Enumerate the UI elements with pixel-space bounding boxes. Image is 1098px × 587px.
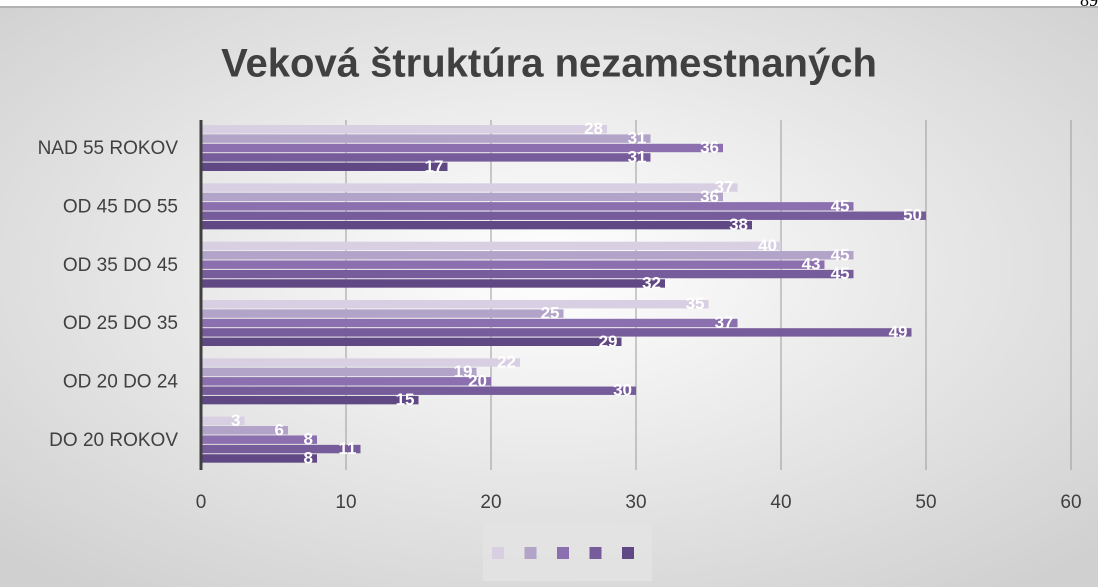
y-tick-label: OD 20 DO 24 (63, 372, 179, 393)
chart-title: Veková štruktúra nezamestnaných (221, 42, 877, 86)
bar (201, 269, 854, 279)
bar (201, 358, 520, 367)
value-label: 19 (454, 362, 473, 381)
bar (201, 192, 723, 202)
value-label: 37 (715, 313, 734, 332)
value-label: 17 (425, 157, 444, 176)
value-label: 31 (628, 129, 647, 148)
bar (201, 300, 709, 309)
value-label: 50 (903, 206, 922, 225)
value-label: 45 (831, 264, 850, 283)
bar (201, 454, 317, 463)
value-label: 20 (468, 371, 487, 390)
value-label: 45 (831, 196, 850, 215)
value-label: 6 (275, 420, 284, 439)
bar (201, 125, 607, 134)
bar (201, 386, 636, 395)
x-tick-label: 10 (335, 492, 356, 513)
x-tick-label: 0 (196, 492, 207, 513)
bar (201, 220, 752, 230)
legend-swatch (622, 547, 634, 559)
value-label: 43 (802, 255, 821, 274)
value-label: 36 (700, 138, 719, 157)
x-tick-label: 60 (1060, 492, 1081, 513)
bar (201, 377, 491, 386)
bar (201, 211, 926, 220)
bar (201, 183, 738, 192)
legend-swatch (524, 547, 537, 559)
value-label: 38 (729, 215, 748, 234)
y-tick-label: OD 35 DO 45 (63, 255, 178, 276)
bar (201, 279, 665, 288)
bar (201, 134, 651, 143)
bar (201, 426, 288, 435)
bar (201, 309, 564, 318)
x-tick-label: 40 (770, 492, 791, 513)
y-tick-label: OD 45 DO 55 (63, 197, 178, 218)
bar (201, 153, 651, 162)
value-label: 8 (304, 430, 313, 449)
y-tick-label: OD 25 DO 35 (63, 313, 178, 334)
bar (201, 260, 825, 269)
bar (201, 241, 781, 251)
legend-swatch (557, 547, 569, 559)
bar (201, 143, 723, 153)
bar (201, 318, 738, 328)
legend-swatch (492, 547, 504, 559)
bar (201, 395, 419, 405)
y-tick-label: NAD 55 ROKOV (38, 138, 179, 159)
value-label: 11 (339, 439, 357, 458)
y-tick-label: DO 20 ROKOV (49, 430, 178, 451)
value-label: 22 (497, 353, 516, 372)
bar (201, 337, 622, 346)
value-label: 32 (642, 273, 661, 292)
bar (201, 328, 912, 337)
bar (201, 435, 317, 444)
legend-swatch (589, 547, 602, 559)
bar (201, 162, 448, 171)
bar (201, 416, 245, 426)
value-label: 29 (599, 332, 618, 351)
value-label: 28 (584, 119, 603, 138)
x-tick-label: 30 (625, 492, 646, 513)
x-tick-label: 50 (915, 492, 936, 513)
value-label: 35 (686, 294, 705, 313)
bar (201, 251, 854, 260)
x-tick-label: 20 (480, 492, 501, 513)
value-label: 37 (715, 178, 734, 197)
value-label: 30 (613, 381, 632, 400)
value-label: 31 (628, 147, 647, 166)
page-number: 89 (1080, 0, 1098, 10)
value-label: 49 (889, 322, 908, 341)
value-label: 15 (396, 390, 415, 409)
value-label: 36 (700, 187, 719, 206)
bar (201, 202, 854, 211)
value-label: 45 (831, 245, 850, 264)
value-label: 8 (304, 448, 313, 467)
chart-background (0, 8, 1098, 587)
value-label: 40 (758, 236, 777, 255)
value-label: 25 (541, 304, 560, 323)
value-label: 3 (231, 411, 240, 430)
bar (201, 444, 361, 454)
bar (201, 367, 477, 377)
